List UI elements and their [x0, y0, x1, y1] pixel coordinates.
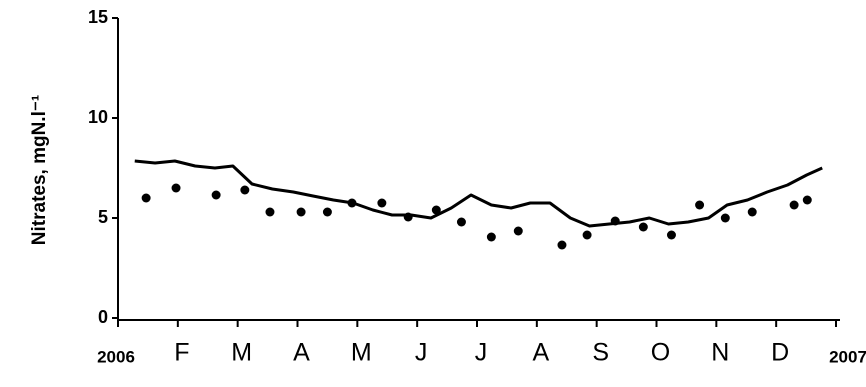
point	[582, 230, 592, 240]
x-tick-label: F	[174, 339, 189, 367]
x-tick-label: 2006	[97, 347, 135, 366]
x-tick-label: J	[475, 339, 488, 367]
x-tick-label: J	[415, 339, 428, 367]
point	[486, 232, 496, 242]
x-tick-label: N	[711, 339, 729, 367]
point	[171, 183, 181, 193]
y-tick-label: 0	[98, 307, 108, 327]
point	[347, 198, 357, 208]
point	[610, 216, 620, 226]
point	[403, 212, 413, 222]
x-tick-label: M	[231, 339, 252, 367]
y-tick-label: 10	[88, 107, 108, 127]
point	[789, 200, 799, 210]
y-axis-label: Nitrates, mgN.l⁻¹	[29, 95, 50, 245]
point	[747, 207, 757, 217]
point	[240, 185, 250, 195]
y-tick-label: 5	[98, 207, 108, 227]
point	[638, 222, 648, 232]
x-tick-label: 2007	[829, 347, 866, 366]
point	[557, 240, 567, 250]
point	[513, 226, 523, 236]
point	[141, 193, 151, 203]
x-tick-label: A	[293, 339, 310, 367]
x-tick-label: M	[351, 339, 372, 367]
point	[720, 213, 730, 223]
point	[322, 207, 332, 217]
line	[134, 159, 823, 228]
x-tick-label: A	[532, 339, 549, 367]
x-tick-label: D	[771, 339, 789, 367]
y-tick-label: 15	[88, 7, 108, 27]
point	[265, 207, 275, 217]
point	[211, 190, 221, 200]
point	[666, 230, 676, 240]
x-tick-label: S	[592, 339, 609, 367]
point	[377, 198, 387, 208]
point	[296, 207, 306, 217]
point	[802, 195, 812, 205]
point	[695, 200, 705, 210]
point	[431, 205, 441, 215]
x-tick-label: O	[651, 339, 670, 367]
point	[456, 217, 466, 227]
